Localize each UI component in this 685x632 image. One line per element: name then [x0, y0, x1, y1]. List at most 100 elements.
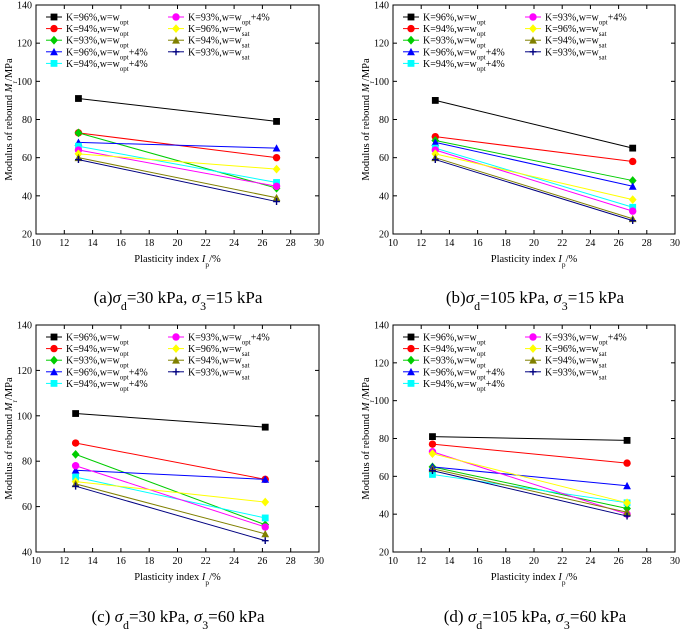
- series-line-6: [75, 465, 266, 528]
- x-tick-label: 26: [614, 556, 624, 567]
- x-tick-label: 26: [614, 238, 624, 249]
- y-tick-label: 40: [22, 548, 32, 559]
- legend-marker: [529, 344, 537, 353]
- data-point: [629, 217, 637, 225]
- data-point: [428, 440, 437, 448]
- legend-entry: K=94%,w=wopt: [66, 344, 129, 358]
- legend-entry: K=93%,w=wsat: [545, 367, 607, 381]
- data-point: [273, 118, 280, 125]
- x-tick-label: 16: [116, 556, 126, 567]
- series-line-4: [75, 469, 266, 480]
- data-point: [261, 529, 270, 538]
- x-tick-label: 14: [88, 556, 98, 567]
- x-tick-label: 14: [88, 238, 98, 249]
- data-point: [75, 156, 82, 163]
- series-line-1: [435, 99, 633, 149]
- series-line-2: [432, 443, 628, 464]
- legend-entry: K=93%,w=wopt+4%: [545, 333, 627, 347]
- y-tick-label: 60: [379, 472, 389, 483]
- x-tick-label: 14: [444, 238, 454, 249]
- data-point: [71, 462, 80, 470]
- data-point: [74, 128, 83, 138]
- legend-marker: [172, 344, 180, 353]
- chart-panel-b: 10 12 14 16 18 20 22 24 26 28 30 20 40 60 80 100 120 140 P…: [361, 1, 680, 269]
- series-line-2: [435, 136, 633, 162]
- data-point: [623, 512, 631, 520]
- legend-marker: [50, 380, 58, 387]
- x-tick-label: 10: [388, 556, 398, 567]
- y-tick-label: 60: [22, 502, 32, 513]
- legend-marker: [407, 344, 415, 353]
- series-line-8: [78, 157, 277, 199]
- x-tick-label: 28: [642, 556, 652, 567]
- data-point: [628, 195, 637, 205]
- y-tick-label: 100: [374, 396, 389, 407]
- legend-entry: K=93%,w=wopt+4%: [545, 13, 627, 27]
- x-tick-label: 22: [201, 556, 211, 567]
- legend-entry: K=93%,w=wsat: [188, 367, 250, 381]
- legend-marker: [172, 48, 180, 56]
- y-tick-label: 80: [379, 434, 389, 445]
- legend-entry: K=96%,w=wopt: [66, 13, 129, 27]
- legend-entry: K=96%,w=wopt: [423, 333, 486, 347]
- y-tick-label: 120: [374, 39, 389, 50]
- chart-panel-d: 10 12 14 16 18 20 22 24 26 28 30 20 40 60 80 100 120 140 P…: [361, 321, 680, 587]
- y-axis-label: Modulus of rebound Mr/MPa: [361, 377, 376, 500]
- data-point: [629, 144, 637, 152]
- y-tick-label: 80: [22, 115, 32, 126]
- y-tick-label: 140: [374, 1, 389, 12]
- x-tick-label: 10: [388, 238, 398, 249]
- legend-entry: K=94%,w=wsat: [188, 356, 250, 370]
- y-tick-label: 20: [22, 230, 32, 241]
- caption-b: (b)σd=105 kPa, σ3=15 kPa: [446, 288, 625, 313]
- legend-marker: [50, 60, 58, 67]
- series-line-9: [432, 470, 628, 517]
- data-point: [431, 138, 440, 146]
- series-line-4: [432, 466, 628, 487]
- data-point: [623, 436, 631, 444]
- legend-marker: [172, 356, 180, 364]
- x-tick-label: 18: [144, 556, 154, 567]
- legend-entry: K=94%,w=wopt: [423, 24, 486, 38]
- data-point: [272, 182, 281, 190]
- legend-marker: [172, 24, 180, 33]
- series-line-7: [75, 481, 266, 503]
- data-point: [261, 537, 269, 545]
- x-tick-label: 12: [416, 556, 426, 567]
- x-tick-label: 18: [501, 238, 511, 249]
- legend-marker: [529, 333, 537, 341]
- series-line-5: [78, 145, 277, 183]
- legend-marker: [172, 13, 180, 21]
- legend-entry: K=93%,w=wopt+4%: [188, 13, 270, 27]
- y-tick-label: 140: [17, 1, 32, 12]
- x-tick-label: 22: [201, 238, 211, 249]
- legend-marker: [50, 344, 58, 353]
- x-tick-label: 30: [314, 238, 324, 249]
- y-tick-label: 120: [17, 366, 32, 377]
- legend-marker: [529, 368, 537, 376]
- x-tick-label: 30: [670, 556, 680, 567]
- legend-marker: [407, 367, 415, 376]
- y-axis-label: Modulus of rebound Mr/MPa: [4, 58, 19, 181]
- series-line-9: [75, 485, 266, 542]
- legend-entry: K=93%,w=wopt+4%: [188, 333, 270, 347]
- data-point: [75, 95, 82, 102]
- legend-entry: K=94%,w=wopt: [66, 24, 129, 38]
- data-point: [71, 439, 80, 447]
- series-line-4: [78, 141, 277, 149]
- data-point: [75, 142, 82, 150]
- caption-a: (a)σd=30 kPa, σ3=15 kPa: [94, 288, 263, 313]
- series-line-5: [75, 476, 266, 519]
- legend-entry: K=96%,w=wopt: [423, 13, 486, 27]
- x-tick-label: 16: [473, 238, 483, 249]
- legend-entry: K=94%,w=wsat: [188, 36, 250, 50]
- series-line-7: [435, 153, 633, 201]
- legend-marker: [172, 333, 180, 341]
- legend-entry: K=94%,w=wsat: [545, 356, 607, 370]
- x-tick-label: 28: [286, 238, 296, 249]
- legend-entry: K=96%,w=wopt+4%: [423, 47, 505, 61]
- legend-marker: [529, 36, 537, 44]
- data-point: [623, 498, 631, 508]
- data-point: [71, 449, 80, 459]
- data-point: [72, 473, 80, 481]
